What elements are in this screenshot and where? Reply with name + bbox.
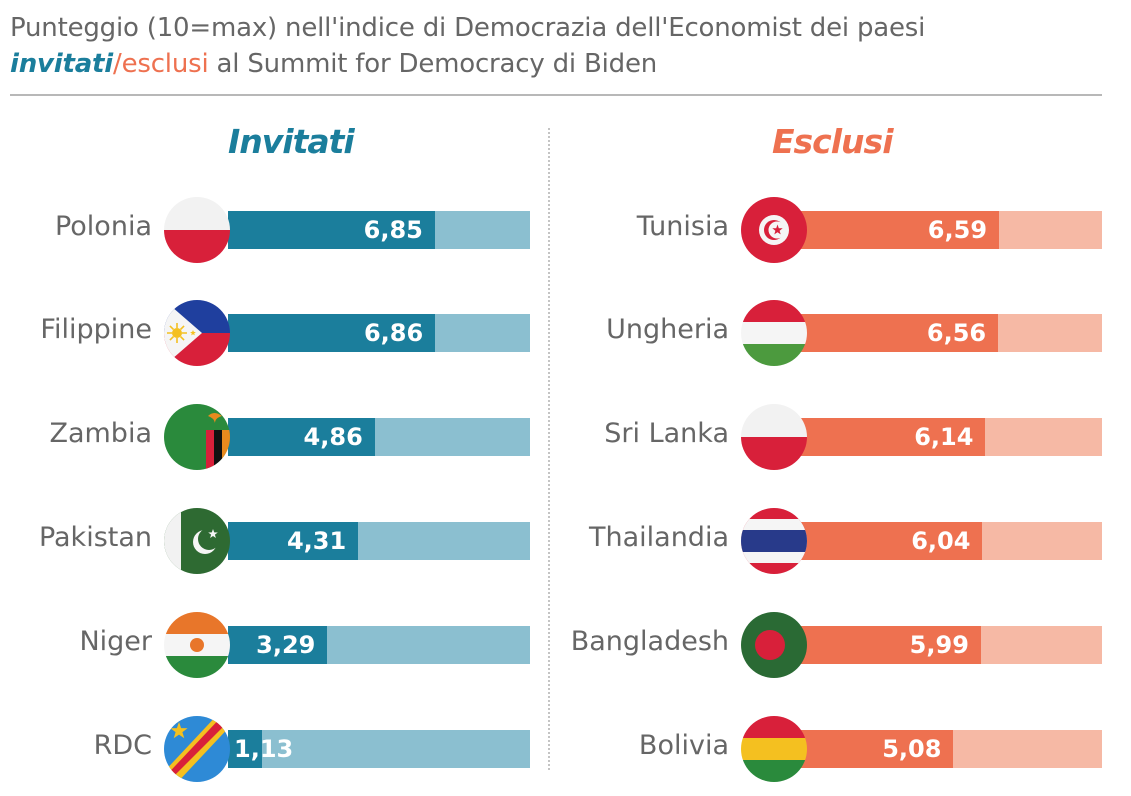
bar-value-label: 6,04 (911, 527, 971, 555)
bar-value-label: 1,13 (234, 735, 294, 763)
bolivia-flag-icon (741, 716, 807, 782)
title-rest: al Summit for Democracy di Biden (208, 49, 658, 79)
bar-track: 6,14 (800, 418, 1102, 456)
poland-flag-icon (164, 197, 230, 263)
niger-flag-icon (164, 612, 230, 678)
esclusi-row-bolivia: Bolivia 5,08 (639, 716, 1102, 782)
title-slash: / (113, 49, 122, 79)
invitati-row-polonia: Polonia 6,85 (55, 197, 530, 263)
bar: 6,04 (800, 522, 983, 560)
bar-track: 1,13 (228, 730, 530, 768)
title-line-2: invitati/esclusi al Summit for Democracy… (10, 46, 1120, 82)
bar: 5,08 (800, 730, 954, 768)
bar-value-label: 6,56 (926, 319, 987, 347)
bar-track: 4,86 (228, 418, 530, 456)
esclusi-row-sri-lanka: Sri Lanka 6,14 (604, 404, 1102, 470)
country-label: RDC (93, 730, 152, 761)
bar: 6,14 (800, 418, 986, 456)
title-line-1: Punteggio (10=max) nell'indice di Democr… (10, 13, 926, 43)
bar: 4,86 (228, 418, 375, 456)
bar-value-label: 4,31 (286, 527, 347, 555)
country-label: Niger (79, 626, 152, 657)
bar-track: 3,29 (228, 626, 530, 664)
esclusi-row-bangladesh: Bangladesh 5,99 (571, 612, 1102, 678)
invitati-row-pakistan: Pakistan 4,31 (39, 508, 530, 574)
bar-track: 6,59 (800, 211, 1102, 249)
title-invitati: invitati (10, 49, 113, 79)
bar: 6,59 (800, 211, 1000, 249)
bar-value-label: 4,86 (303, 423, 363, 451)
country-label: Thailandia (589, 522, 729, 553)
invitati-row-filippine: Filippine 6,86 (40, 300, 530, 366)
bar-value-label: 6,14 (914, 423, 974, 451)
drc-flag-icon (164, 716, 230, 782)
country-label: Pakistan (38, 522, 152, 553)
country-label: Tunisia (636, 211, 729, 242)
country-label: Polonia (54, 211, 152, 242)
thailand-flag-icon (741, 508, 807, 574)
panel-divider (548, 128, 550, 770)
country-label: Ungheria (606, 314, 729, 345)
panel-title-invitati: Invitati (228, 122, 355, 161)
invitati-row-zambia: Zambia 4,86 (49, 404, 530, 470)
bar-value-label: 3,29 (256, 631, 316, 659)
bar-track: 6,04 (800, 522, 1102, 560)
panel-title-esclusi: Esclusi (772, 122, 894, 161)
bar: 6,85 (228, 211, 435, 249)
bar-track: 6,86 (228, 314, 530, 352)
bar-track: 5,08 (800, 730, 1102, 768)
bar: 5,99 (800, 626, 981, 664)
country-label: Bangladesh (570, 626, 729, 657)
tunisia-flag-icon (741, 197, 807, 263)
bar-track: 5,99 (800, 626, 1102, 664)
bar-track: 6,56 (800, 314, 1102, 352)
philippines-flag-icon (164, 300, 230, 366)
bar-track: 4,31 (228, 522, 530, 560)
bar-value-label: 6,85 (363, 216, 423, 244)
bar: 4,31 (228, 522, 359, 560)
invitati-row-niger: Niger 3,29 (79, 612, 530, 678)
pakistan-flag-icon (164, 508, 230, 574)
title-esclusi: esclusi (121, 49, 209, 79)
bar-value-label: 5,08 (882, 735, 942, 763)
bar-value-label: 6,86 (363, 319, 424, 347)
country-label: Sri Lanka (604, 418, 729, 449)
bar-value-label: 6,59 (927, 216, 988, 244)
title-divider (10, 94, 1102, 96)
country-label: Filippine (40, 314, 152, 345)
invitati-row-rdc: RDC 1,13 (94, 716, 530, 782)
esclusi-row-ungheria: Ungheria 6,56 (606, 300, 1102, 366)
bar: 6,86 (228, 314, 436, 352)
hungary-flag-icon (741, 300, 807, 366)
esclusi-row-tunisia: Tunisia 6,59 (637, 197, 1102, 263)
zambia-flag-icon (164, 404, 230, 470)
bar-value-label: 5,99 (909, 631, 969, 659)
chart-title: Punteggio (10=max) nell'indice di Democr… (10, 10, 1120, 82)
bangladesh-flag-icon (741, 612, 807, 678)
country-label: Zambia (49, 418, 152, 449)
bar: 6,56 (800, 314, 999, 352)
country-label: Bolivia (638, 730, 729, 761)
esclusi-row-thailandia: Thailandia 6,04 (589, 508, 1102, 574)
bar: 3,29 (228, 626, 328, 664)
bar: 1,13 (228, 730, 293, 768)
bar-track: 6,85 (228, 211, 530, 249)
sri-lanka-flag-icon (741, 404, 807, 470)
